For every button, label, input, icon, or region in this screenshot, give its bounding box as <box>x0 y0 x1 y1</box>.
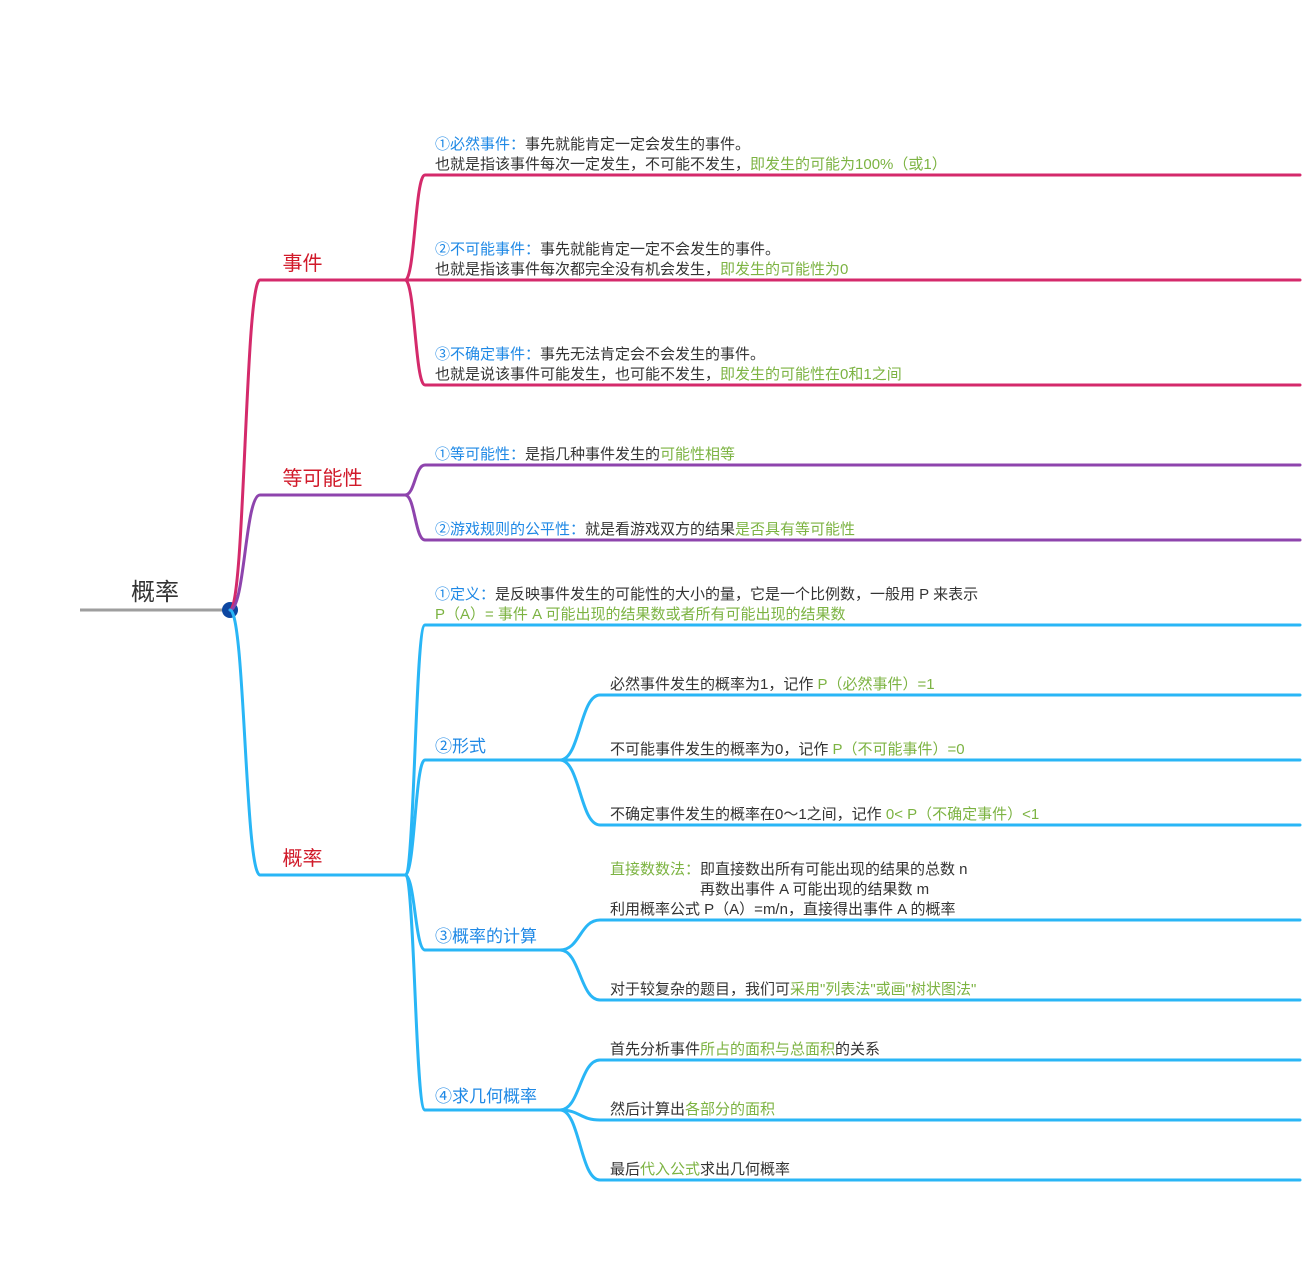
leaf-text: 必然事件发生的概率为1，记作 P（必然事件）=1 <box>610 676 935 693</box>
leaf-text: ②不可能事件：事先就能肯定一定不会发生的事件。也就是指该事件每次都完全没有机会发… <box>435 241 848 278</box>
root-label: 概率 <box>131 579 179 606</box>
branch-curve <box>230 280 405 610</box>
leaf-text: ②游戏规则的公平性：就是看游戏双方的结果是否具有等可能性 <box>435 520 855 538</box>
sub-branch-label: ④求几何概率 <box>435 1087 537 1106</box>
sub-branch-curve <box>405 875 560 1110</box>
leaf-text: ①定义：是反映事件发生的可能性的大小的量，它是一个比例数，一般用 P 来表示P（… <box>435 585 978 623</box>
branch-label: 等可能性 <box>283 467 363 490</box>
leaf-curve <box>405 465 1300 495</box>
leaf-text: 不可能事件发生的概率为0，记作 P（不可能事件）=0 <box>610 741 965 758</box>
leaf-text: ①必然事件：事先就能肯定一定会发生的事件。也就是指该事件每次一定发生，不可能不发… <box>435 136 947 173</box>
sub-branch-curve <box>405 760 560 875</box>
leaf-text: 对于较复杂的题目，我们可采用"列表法"或画"树状图法" <box>610 980 976 998</box>
branch-probability: 概率 ①定义：是反映事件发生的可能性的大小的量，它是一个比例数，一般用 P 来表示… <box>230 585 1300 1180</box>
leaf-text: 直接数数法：即直接数出所有可能出现的结果的总数 n 再数出事件 A 可能出现的结… <box>610 861 968 918</box>
leaf-text: ①等可能性：是指几种事件发生的可能性相等 <box>435 445 735 463</box>
leaf-text: 首先分析事件所占的面积与总面积的关系 <box>610 1041 880 1058</box>
leaf-text: 然后计算出各部分的面积 <box>610 1100 775 1118</box>
branch-label: 事件 <box>283 252 323 275</box>
sub-branch-label: ②形式 <box>435 737 486 756</box>
branch-curve <box>230 495 405 610</box>
branch-label: 概率 <box>283 847 323 870</box>
sub-branch-label: ③概率的计算 <box>435 927 537 946</box>
mindmap-canvas: 概率 事件 ①必然事件：事先就能肯定一定会发生的事件。也就是指该事件每次一定发生，不… <box>0 0 1314 1280</box>
branch-curve <box>230 610 405 875</box>
leaf-text: 最后代入公式求出几何概率 <box>610 1161 790 1178</box>
leaf-text: 不确定事件发生的概率在0～1之间，记作 0< P（不确定事件）<1 <box>610 806 1039 823</box>
leaf-curve <box>560 920 1300 950</box>
leaf-text: ③不确定事件：事先无法肯定会不会发生的事件。也就是说该事件可能发生，也可能不发生… <box>435 346 902 383</box>
